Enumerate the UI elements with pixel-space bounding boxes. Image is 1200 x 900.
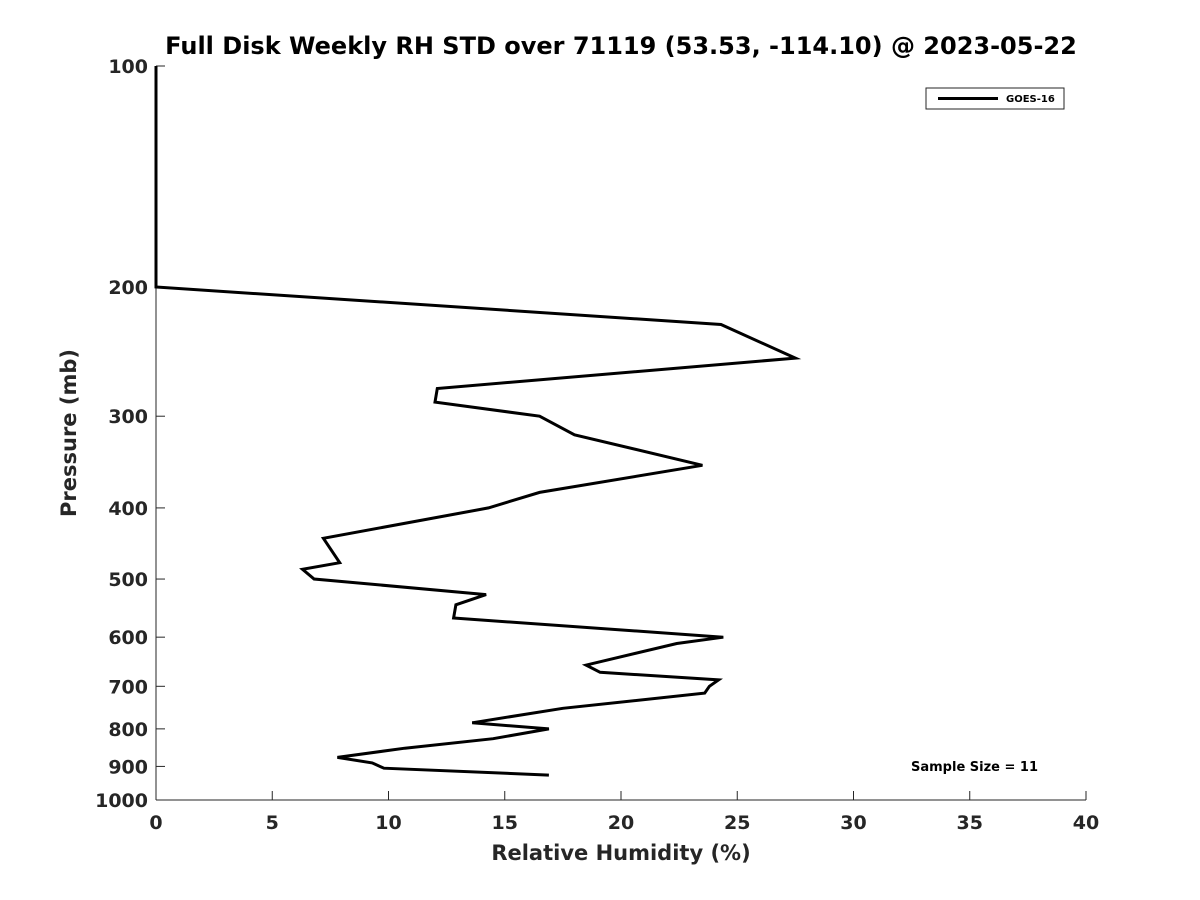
y-tick-label: 700 xyxy=(108,676,148,698)
x-tick-label: 35 xyxy=(957,812,983,834)
y-tick-label: 800 xyxy=(108,719,148,741)
y-tick-label: 1000 xyxy=(95,790,148,812)
y-ticks: 100 200 300 400 500 600 700 800 900 1000 xyxy=(95,56,165,812)
axes xyxy=(155,66,1086,801)
x-tick-label: 5 xyxy=(266,812,279,834)
y-tick-label: 500 xyxy=(108,569,148,591)
x-tick-label: 0 xyxy=(149,812,162,834)
chart-title: Full Disk Weekly RH STD over 71119 (53.5… xyxy=(165,32,1077,60)
series-line-goes-16 xyxy=(154,66,802,777)
y-tick-label: 300 xyxy=(108,406,148,428)
sample-size-annotation: Sample Size = 11 xyxy=(911,760,1038,775)
series-group xyxy=(154,66,802,777)
x-tick-label: 15 xyxy=(492,812,518,834)
x-tick-label: 20 xyxy=(608,812,634,834)
y-tick-label: 600 xyxy=(108,627,148,649)
x-tick-label: 30 xyxy=(840,812,866,834)
legend-label-goes-16: GOES-16 xyxy=(1006,94,1055,105)
legend: GOES-16 xyxy=(925,87,1065,110)
x-ticks: 0 5 10 15 20 25 30 35 40 xyxy=(149,791,1099,834)
y-tick-label: 900 xyxy=(108,756,148,778)
x-axis-label: Relative Humidity (%) xyxy=(491,841,750,865)
x-tick-label: 40 xyxy=(1073,812,1099,834)
y-tick-label: 100 xyxy=(108,56,148,78)
x-tick-label: 10 xyxy=(375,812,401,834)
x-tick-label: 25 xyxy=(724,812,750,834)
y-tick-label: 200 xyxy=(108,277,148,299)
y-axis-label: Pressure (mb) xyxy=(57,349,81,517)
y-tick-label: 400 xyxy=(108,498,148,520)
